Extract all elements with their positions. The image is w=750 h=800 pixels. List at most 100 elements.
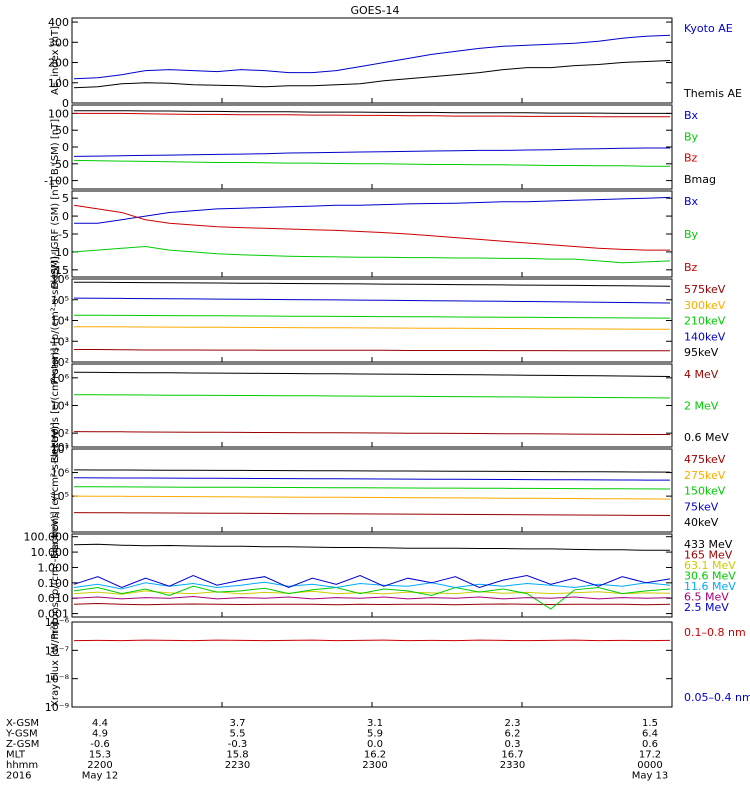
y-tick-label: 0.100 [38, 577, 70, 590]
series-line [73, 326, 670, 330]
x-axis-value: 6.4 [642, 729, 658, 740]
x-axis-value: 4.4 [92, 718, 108, 729]
y-tick-label: 10⁵ [51, 490, 69, 503]
series-line [73, 34, 671, 80]
x-axis-row-label: Y-GSM [5, 729, 38, 740]
series-line [73, 585, 671, 610]
y-tick-label: 10³ [51, 335, 69, 348]
legend-entry: Kyoto AE [684, 22, 733, 35]
panel-frame [71, 190, 673, 278]
legend-entry: 0.6 MeV [684, 431, 729, 444]
legend-entry: 63.1 MeV [684, 559, 736, 572]
x-axis-row-label: Z-GSM [6, 739, 39, 750]
x-axis-value: 0.0 [367, 739, 383, 750]
legend-entry: 40keV [684, 516, 719, 529]
panel-frame [71, 17, 673, 104]
series-line [74, 196, 671, 224]
legend-entry: 140keV [684, 330, 726, 343]
legend-entry: Bmag [684, 173, 716, 186]
legend-entry: 210keV [684, 315, 726, 328]
series-line [73, 371, 671, 377]
series-line [73, 60, 671, 89]
y-axis-label: Protons [p/(cm²-s-sr-keV)] [50, 511, 61, 639]
y-axis-label: Protons [p/(cm²-s-sr-keV)] [50, 256, 61, 384]
y-tick-label: 10⁴ [51, 400, 70, 413]
x-axis-value: 2300 [362, 760, 387, 771]
series-line [73, 204, 670, 251]
x-axis-row-label: X-GSM [6, 718, 39, 729]
x-axis-value: 5.5 [230, 729, 246, 740]
series-line [73, 431, 670, 435]
y-tick-label: 10⁻⁶ [45, 616, 70, 629]
y-axis-label: B (SM) [nT] [50, 119, 61, 175]
y-tick-label: 10.000 [31, 546, 70, 559]
series-line [73, 639, 671, 642]
series-line [73, 159, 670, 167]
y-tick-label: 5 [62, 192, 69, 205]
legend-entry: 165 MeV [684, 549, 733, 562]
y-tick-label: 10⁶ [51, 372, 70, 385]
legend-entry: 75keV [684, 500, 719, 513]
series-line [73, 486, 671, 490]
legend-entry: Bz [684, 261, 698, 274]
legend-entry: 475keV [684, 453, 726, 466]
y-tick-label: 10⁴ [51, 315, 70, 328]
y-tick-label: 200 [48, 57, 69, 70]
legend-entry: 150keV [684, 485, 726, 498]
x-axis-value: 1.5 [642, 718, 658, 729]
y-tick-label: 100 [48, 77, 69, 90]
legend-entry: Bz [684, 152, 698, 165]
series-line [73, 602, 671, 606]
y-tick-label: 400 [48, 16, 69, 29]
y-axis-label: B (SM)-IGRF (SM) [nT] [50, 179, 61, 288]
legend-entry: 95keV [684, 346, 719, 359]
y-tick-label: 10⁻⁸ [45, 673, 70, 686]
x-axis-row-label: hhmm [6, 760, 38, 771]
panel-frame [71, 621, 673, 708]
series-line [74, 112, 670, 118]
y-tick-label: 0.010 [38, 592, 70, 605]
x-axis-value: 2330 [500, 760, 525, 771]
series-line [73, 581, 671, 590]
plot-title: GOES-14 [350, 4, 399, 17]
y-tick-label: -15 [51, 264, 69, 277]
x-axis-value: 0000 [637, 760, 662, 771]
x-axis-value: 16.2 [364, 750, 386, 761]
x-axis-value: 3.1 [367, 718, 383, 729]
legend-entry: 30.6 MeV [684, 570, 736, 583]
y-tick-label: 100 [48, 107, 69, 120]
y-tick-label: 100.000 [24, 531, 70, 544]
series-line [73, 394, 671, 399]
x-axis-value: 5.9 [367, 729, 383, 740]
legend-entry: 4 MeV [684, 368, 719, 381]
y-tick-label: 0 [62, 210, 69, 223]
x-axis-value: -0.6 [90, 739, 110, 750]
x-axis-value: 17.2 [639, 750, 661, 761]
x-axis-value: May 12 [82, 771, 119, 782]
y-tick-label: 0 [62, 141, 69, 154]
y-tick-label: 10⁵ [51, 294, 69, 307]
legend-entry: 433 MeV [684, 538, 733, 551]
y-tick-label: 10⁶ [51, 273, 70, 286]
y-tick-label: 50 [55, 124, 69, 137]
x-axis-value: 15.8 [226, 750, 248, 761]
y-tick-label: 10⁷ [51, 443, 69, 456]
panel-frame [71, 104, 673, 190]
legend-entry: 11.6 MeV [684, 580, 736, 593]
series-line [73, 574, 671, 589]
y-tick-label: 10² [51, 356, 69, 369]
x-axis-value: 6.2 [505, 729, 521, 740]
legend-entry: 6.5 MeV [684, 591, 729, 604]
x-axis-value: 16.7 [501, 750, 523, 761]
series-line [73, 469, 671, 473]
y-tick-label: -100 [44, 175, 69, 188]
y-axis-label: Xray Flux [W/m²] [50, 622, 61, 707]
y-tick-label: 10⁻⁷ [45, 644, 69, 657]
x-axis-value: 2230 [225, 760, 250, 771]
x-axis-value: -0.3 [228, 739, 248, 750]
series-line [73, 281, 671, 287]
legend-entry: Themis AE [683, 87, 742, 100]
y-axis-label: AE_index [nT] [50, 26, 61, 95]
y-tick-label: 0.001 [38, 608, 70, 621]
